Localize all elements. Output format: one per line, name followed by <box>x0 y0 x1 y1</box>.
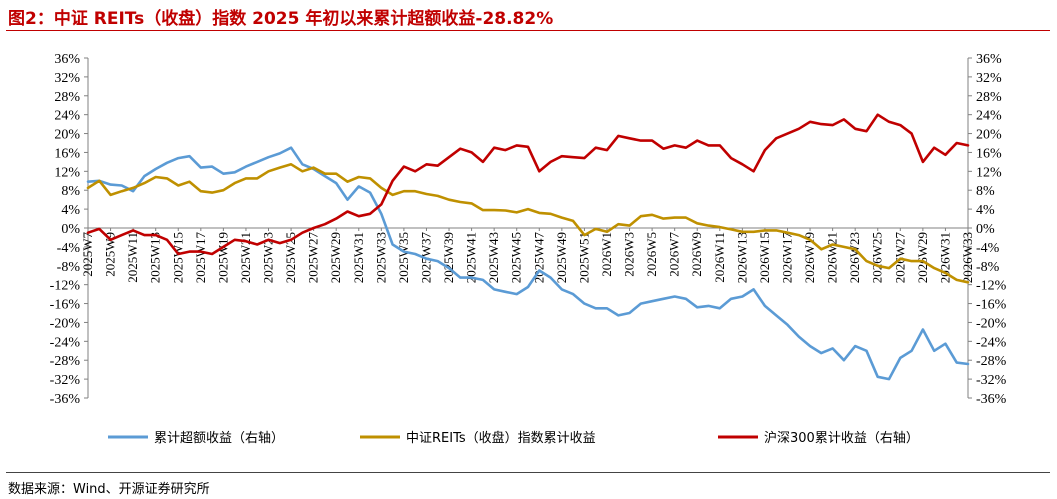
left-tick-label: 4% <box>61 203 80 218</box>
series-lines <box>86 113 970 381</box>
csi300-line <box>86 113 970 256</box>
right-tick-label: -12% <box>976 279 1007 294</box>
left-tick-label: 0% <box>61 222 80 237</box>
right-tick-label: 36% <box>976 52 1002 67</box>
left-tick-label: 36% <box>54 52 80 67</box>
legend-item: 中证REITs（收盘）指数累计收益 <box>360 430 596 446</box>
right-tick-label: 8% <box>976 184 995 199</box>
x-tick-label: 2025W13 <box>148 232 163 283</box>
source-note: 数据来源：Wind、开源证券研究所 <box>8 482 210 497</box>
x-tick-label: 2025W29 <box>328 232 343 283</box>
x-tick-label: 2025W11 <box>125 232 140 283</box>
x-tick-label: 2025W31 <box>351 232 366 283</box>
x-tick-label: 2026W9 <box>689 232 704 277</box>
x-tick-label: 2026W1 <box>599 232 614 277</box>
x-tick-label: 2026W11 <box>712 232 727 283</box>
x-tick-label: 2026W25 <box>870 232 885 283</box>
x-tick-label: 2025W51 <box>576 232 591 283</box>
left-tick-label: 8% <box>61 184 80 199</box>
chart-title: 图2：中证 REITs（收盘）指数 2025 年初以来累计超额收益-28.82% <box>8 9 554 29</box>
left-tick-label: 28% <box>54 90 80 105</box>
x-tick-label: 2026W27 <box>892 232 907 284</box>
x-tick-label: 2026W7 <box>667 232 682 277</box>
left-tick-label: 32% <box>54 71 80 86</box>
right-axis-ticks: 36% 32% 28% 24% 20% 16% 12% 8% 4% 0% -4% -8% -12% -16… <box>968 52 1007 407</box>
x-tick-label: 2026W23 <box>847 232 862 283</box>
title-rule <box>6 30 1050 31</box>
x-tick-label: 2025W23 <box>261 232 276 283</box>
right-tick-label: -36% <box>976 392 1007 407</box>
right-tick-label: 28% <box>976 90 1002 105</box>
x-tick-label: 2025W7 <box>80 232 95 277</box>
left-tick-label: -36% <box>50 392 81 407</box>
x-tick-label: 2025W27 <box>306 232 321 284</box>
left-tick-label: 20% <box>54 128 80 143</box>
left-tick-label: -12% <box>50 279 81 294</box>
x-tick-label: 2026W5 <box>644 232 659 277</box>
x-tick-label: 2025W49 <box>554 232 569 283</box>
right-tick-label: 24% <box>976 109 1002 124</box>
x-tick-label: 2025W15 <box>170 232 185 283</box>
right-tick-label: -20% <box>976 316 1007 331</box>
x-tick-label: 2025W35 <box>396 232 411 283</box>
legend-label: 沪深300累计收益（右轴） <box>764 430 919 446</box>
footer-rule <box>6 472 1050 473</box>
legend-item: 累计超额收益（右轴） <box>108 431 284 446</box>
x-tick-label: 2026W19 <box>802 232 817 283</box>
legend-item: 沪深300累计收益（右轴） <box>718 430 919 446</box>
left-tick-label: -4% <box>57 241 81 256</box>
x-tick-label: 2025W43 <box>486 232 501 283</box>
x-tick-label: 2025W17 <box>193 232 208 284</box>
legend-label: 中证REITs（收盘）指数累计收益 <box>406 430 596 446</box>
x-tick-label: 2025W41 <box>464 232 479 283</box>
right-tick-label: -24% <box>976 335 1007 350</box>
x-axis-ticks: 2025W7 2025W9 2025W11 2025W13 2025W15 2025W17… <box>80 228 975 283</box>
legend-label: 累计超额收益（右轴） <box>154 431 284 446</box>
right-tick-label: -4% <box>976 241 1000 256</box>
right-tick-label: -16% <box>976 298 1007 313</box>
x-tick-label: 2026W29 <box>915 232 930 283</box>
reits-index-line <box>86 163 970 284</box>
legend: 累计超额收益（右轴） 中证REITs（收盘）指数累计收益 沪深300累计收益（右轴） <box>108 430 919 446</box>
right-tick-label: 32% <box>976 71 1002 86</box>
excess-return-line <box>86 146 970 381</box>
x-tick-label: 2025W45 <box>509 232 524 283</box>
x-tick-label: 2025W19 <box>215 232 230 283</box>
left-axis-ticks: 36% 32% 28% 24% 20% 16% 12% 8% 4% 0% -4% -8% -12% -16… <box>50 52 88 407</box>
right-tick-label: 20% <box>976 128 1002 143</box>
left-tick-label: 12% <box>54 165 80 180</box>
x-tick-label: 2025W39 <box>441 232 456 283</box>
right-tick-label: -8% <box>976 260 1000 275</box>
right-tick-label: 4% <box>976 203 995 218</box>
left-tick-label: -20% <box>50 316 81 331</box>
left-tick-label: 24% <box>54 109 80 124</box>
x-tick-label: 2026W17 <box>779 232 794 284</box>
x-tick-label: 2026W21 <box>825 232 840 283</box>
x-tick-label: 2026W3 <box>622 232 637 277</box>
chart-area: 36% 32% 28% 24% 20% 16% 12% 8% 4% 0% -4% -8% -12% -16… <box>50 52 1007 446</box>
x-tick-label: 2026W33 <box>960 232 975 283</box>
left-tick-label: -8% <box>57 260 81 275</box>
x-tick-label: 2025W47 <box>531 232 546 284</box>
left-tick-label: -32% <box>50 373 81 388</box>
right-tick-label: -28% <box>976 354 1007 369</box>
left-tick-label: -24% <box>50 335 81 350</box>
left-tick-label: -28% <box>50 354 81 369</box>
x-tick-label: 2025W33 <box>373 232 388 283</box>
axes <box>87 58 969 398</box>
left-tick-label: -16% <box>50 298 81 313</box>
x-tick-label: 2026W13 <box>734 232 749 283</box>
x-tick-label: 2026W15 <box>757 232 772 283</box>
right-tick-label: 12% <box>976 165 1002 180</box>
x-tick-label: 2025W9 <box>103 232 118 277</box>
left-tick-label: 16% <box>54 146 80 161</box>
right-tick-label: 16% <box>976 146 1002 161</box>
x-tick-label: 2025W25 <box>283 232 298 283</box>
right-tick-label: 0% <box>976 222 995 237</box>
x-tick-label: 2025W21 <box>238 232 253 283</box>
right-tick-label: -32% <box>976 373 1007 388</box>
